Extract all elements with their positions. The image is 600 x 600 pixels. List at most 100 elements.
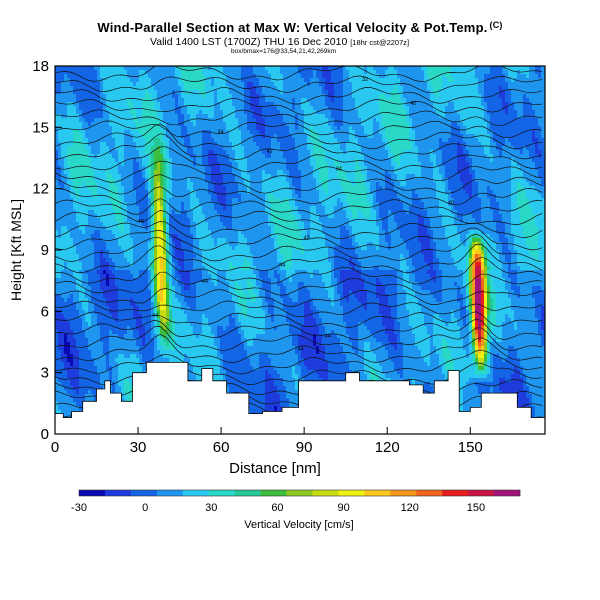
velocity-cell bbox=[85, 178, 89, 183]
velocity-cell bbox=[214, 166, 218, 171]
velocity-cell bbox=[124, 90, 128, 95]
velocity-cell bbox=[196, 134, 200, 139]
velocity-cell bbox=[82, 90, 86, 95]
velocity-cell bbox=[214, 90, 218, 95]
velocity-cell bbox=[241, 146, 245, 151]
velocity-cell bbox=[511, 102, 515, 107]
velocity-cell bbox=[433, 150, 437, 155]
velocity-cell bbox=[292, 94, 296, 99]
velocity-cell bbox=[190, 114, 194, 119]
velocity-cell bbox=[439, 170, 443, 175]
velocity-cell bbox=[226, 122, 230, 127]
velocity-cell bbox=[232, 174, 236, 179]
velocity-cell bbox=[448, 118, 452, 123]
velocity-cell bbox=[103, 90, 107, 95]
velocity-cell bbox=[190, 98, 194, 103]
velocity-cell bbox=[265, 122, 269, 127]
velocity-cell bbox=[73, 94, 77, 99]
velocity-cell bbox=[121, 154, 125, 159]
velocity-cell bbox=[142, 110, 146, 115]
velocity-cell bbox=[451, 142, 455, 147]
velocity-cell bbox=[289, 70, 293, 75]
velocity-cell bbox=[343, 70, 347, 75]
velocity-cell bbox=[475, 94, 479, 99]
velocity-cell bbox=[160, 162, 164, 167]
velocity-cell bbox=[130, 118, 134, 123]
velocity-cell bbox=[367, 166, 371, 171]
velocity-cell bbox=[211, 126, 215, 131]
velocity-cell bbox=[535, 114, 539, 119]
velocity-cell bbox=[232, 182, 236, 187]
velocity-cell bbox=[358, 78, 362, 83]
velocity-cell bbox=[523, 94, 527, 99]
velocity-cell bbox=[352, 94, 356, 99]
velocity-cell bbox=[517, 158, 521, 163]
velocity-cell bbox=[85, 86, 89, 91]
velocity-cell bbox=[289, 150, 293, 155]
velocity-cell bbox=[388, 126, 392, 131]
velocity-cell bbox=[229, 66, 233, 71]
velocity-cell bbox=[55, 126, 59, 131]
velocity-cell bbox=[514, 178, 518, 183]
velocity-cell bbox=[259, 170, 263, 175]
velocity-cell bbox=[232, 166, 236, 171]
velocity-cell bbox=[472, 106, 476, 111]
velocity-cell bbox=[499, 142, 503, 147]
velocity-cell bbox=[343, 182, 347, 187]
velocity-cell bbox=[397, 114, 401, 119]
velocity-cell bbox=[412, 90, 416, 95]
velocity-cell bbox=[469, 178, 473, 183]
velocity-cell bbox=[58, 98, 62, 103]
velocity-cell bbox=[346, 182, 350, 187]
velocity-cell bbox=[472, 118, 476, 123]
velocity-cell bbox=[130, 158, 134, 163]
velocity-cell bbox=[103, 150, 107, 155]
velocity-cell bbox=[214, 78, 218, 83]
velocity-cell bbox=[295, 178, 299, 183]
velocity-cell bbox=[205, 166, 209, 171]
velocity-cell bbox=[64, 134, 68, 139]
velocity-cell bbox=[529, 118, 533, 123]
velocity-cell bbox=[178, 102, 182, 107]
velocity-cell bbox=[298, 138, 302, 143]
velocity-cell bbox=[103, 74, 107, 79]
velocity-cell bbox=[463, 82, 467, 87]
velocity-cell bbox=[286, 122, 290, 127]
velocity-cell bbox=[376, 94, 380, 99]
velocity-cell bbox=[466, 86, 470, 91]
velocity-cell bbox=[229, 162, 233, 167]
velocity-cell bbox=[421, 118, 425, 123]
velocity-cell bbox=[505, 110, 509, 115]
velocity-cell bbox=[421, 134, 425, 139]
velocity-cell bbox=[82, 82, 86, 87]
velocity-cell bbox=[382, 74, 386, 79]
velocity-cell bbox=[190, 86, 194, 91]
velocity-cell bbox=[190, 126, 194, 131]
velocity-cell bbox=[460, 146, 464, 151]
velocity-cell bbox=[244, 70, 248, 75]
velocity-cell bbox=[325, 94, 329, 99]
velocity-cell bbox=[70, 154, 74, 159]
velocity-cell bbox=[157, 126, 161, 131]
velocity-cell bbox=[466, 90, 470, 95]
velocity-cell bbox=[322, 162, 326, 167]
velocity-cell bbox=[154, 142, 158, 147]
velocity-cell bbox=[484, 154, 488, 159]
velocity-cell bbox=[64, 166, 68, 171]
velocity-cell bbox=[205, 78, 209, 83]
velocity-cell bbox=[130, 86, 134, 91]
velocity-cell bbox=[376, 74, 380, 79]
velocity-cell bbox=[229, 90, 233, 95]
velocity-cell bbox=[127, 150, 131, 155]
velocity-cell bbox=[445, 134, 449, 139]
velocity-cell bbox=[427, 114, 431, 119]
velocity-cell bbox=[370, 138, 374, 143]
velocity-cell bbox=[223, 166, 227, 171]
velocity-cell bbox=[439, 90, 443, 95]
velocity-cell bbox=[151, 174, 155, 179]
velocity-cell bbox=[166, 178, 170, 183]
velocity-cell bbox=[109, 162, 113, 167]
velocity-cell bbox=[271, 102, 275, 107]
velocity-cell bbox=[217, 170, 221, 175]
velocity-cell bbox=[280, 162, 284, 167]
